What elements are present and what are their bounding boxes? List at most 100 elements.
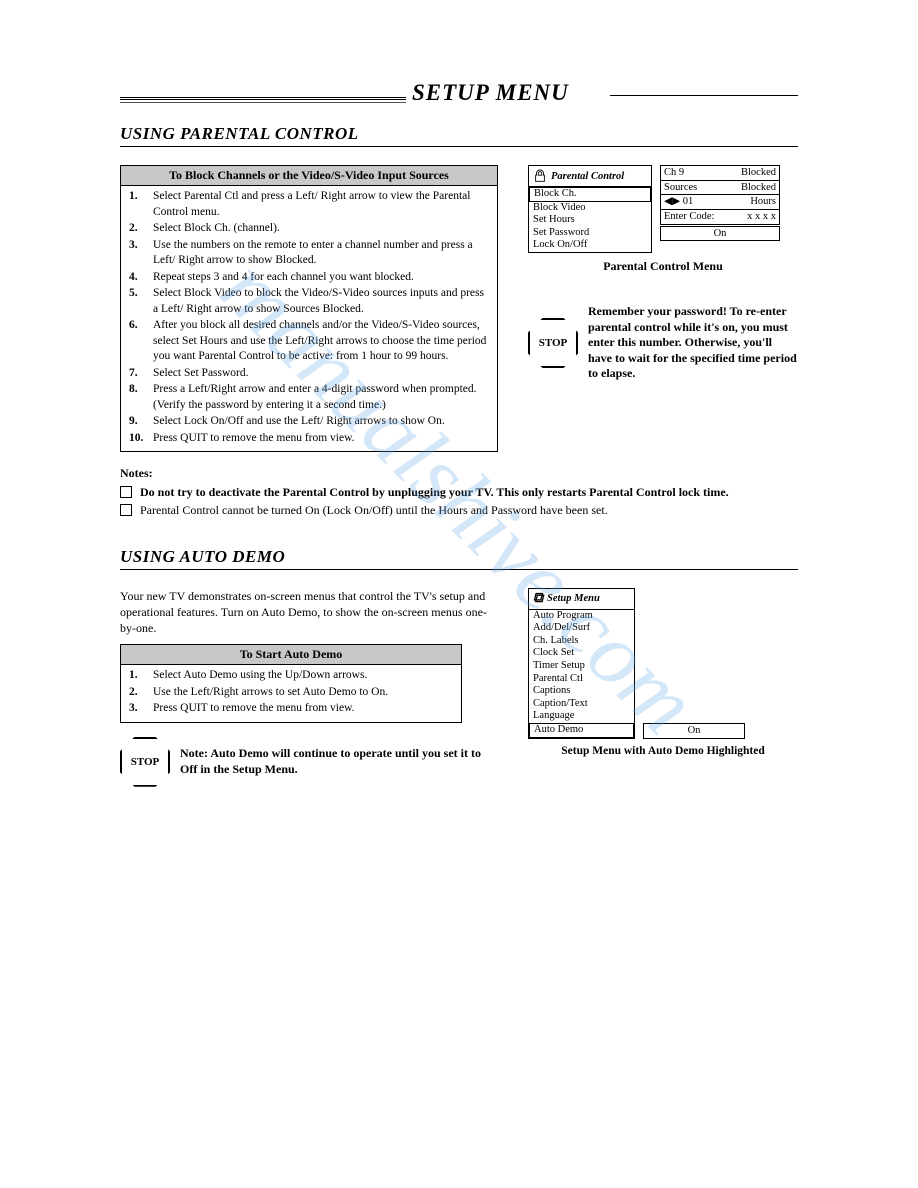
step-number: 10.	[129, 431, 147, 447]
step: 8.Press a Left/Right arrow and enter a 4…	[129, 382, 489, 413]
autodemo-box-title: To Start Auto Demo	[121, 645, 461, 665]
menu-item: Block Ch.	[529, 187, 651, 202]
step: 10. Press QUIT to remove the menu from vi…	[129, 431, 489, 447]
step-text: Select Auto Demo using the Up/Down arrow…	[153, 668, 367, 684]
parental-on-value: On	[660, 226, 780, 242]
value-right: Blocked	[741, 181, 776, 195]
menu-item: Ch. Labels	[529, 635, 634, 648]
autodemo-steps: 1. Select Auto Demo using the Up/Down arr…	[121, 665, 461, 722]
value-row: ◀▶ 01 Hours	[661, 195, 779, 210]
menu-item: Parental Ctl	[529, 673, 634, 686]
step: 6.After you block all desired channels a…	[129, 318, 489, 365]
step-number: 3.	[129, 238, 147, 269]
step-number: 3.	[129, 701, 147, 717]
step-text: Press QUIT to remove the menu from view.	[153, 431, 355, 447]
step: 5.Select Block Video to block the Video/…	[129, 286, 489, 317]
note-text: Parental Control cannot be turned On (Lo…	[140, 502, 608, 518]
parental-value-column: Ch 9Blocked Sources Blocked ◀▶ 01 Hours En…	[660, 165, 780, 241]
autodemo-intro: Your new TV demonstrates on-screen menus…	[120, 588, 498, 637]
step: 1.Select Parental Ctl and press a Left/ …	[129, 189, 489, 220]
step-number: 8.	[129, 382, 147, 413]
step: 1. Select Auto Demo using the Up/Down arr…	[129, 668, 453, 684]
setup-menu-header: ⧉ Setup Menu	[529, 589, 634, 610]
page-title: SETUP MENU	[406, 80, 575, 106]
step: 2. Use the Left/Right arrows to set Auto …	[129, 685, 453, 701]
value-left: Enter Code:	[664, 210, 714, 224]
setup-icon: ⧉	[533, 592, 543, 606]
value-row: Ch 9Blocked	[661, 166, 779, 181]
value-left: Sources	[664, 181, 697, 195]
value-right: Hours	[750, 195, 776, 209]
parental-menu-caption: Parental Control Menu	[528, 259, 798, 274]
bullet-box-icon	[120, 486, 132, 498]
page-header: SETUP MENU	[120, 80, 798, 110]
menu-item: Language	[529, 710, 634, 723]
value-left: ◀▶ 01	[664, 195, 693, 209]
parental-row: To Block Channels or the Video/S-Video I…	[120, 165, 798, 458]
menu-item: Auto Program	[529, 610, 634, 623]
autodemo-stop-text: Note: Auto Demo will continue to operate…	[180, 746, 498, 777]
step-text: Select Lock On/Off and use the Left/ Rig…	[153, 414, 445, 430]
step-text: Select Block Video to block the Video/S-…	[153, 286, 489, 317]
menu-item: Block Video	[529, 202, 651, 215]
setup-menu-panel: ⧉ Setup Menu Auto Program Add/Del/Surf C…	[528, 588, 635, 739]
step-text: After you block all desired channels and…	[153, 318, 489, 365]
parental-values: Ch 9Blocked Sources Blocked ◀▶ 01 Hours En…	[660, 165, 780, 225]
stop-sign-icon: STOP	[528, 318, 578, 368]
step-text: Select Set Password.	[153, 366, 249, 382]
header-rule-left	[120, 97, 406, 103]
menu-item: Lock On/Off	[529, 239, 651, 252]
menu-item: Add/Del/Surf	[529, 622, 634, 635]
step: 9. Select Lock On/Off and use the Left/ R…	[129, 414, 489, 430]
value-row: Sources Blocked	[661, 181, 779, 196]
step: 2.Select Block Ch. (channel).	[129, 221, 489, 237]
step: 3.Use the numbers on the remote to enter…	[129, 238, 489, 269]
menu-item: Set Password	[529, 227, 651, 240]
step-number: 9.	[129, 414, 147, 430]
stop-sign-icon: STOP	[120, 737, 170, 787]
section-heading-parental: USING PARENTAL CONTROL	[120, 124, 798, 147]
parental-menu-panel: Parental Control Block Ch. Block Video S…	[528, 165, 652, 253]
note-line: Do not try to deactivate the Parental Co…	[120, 484, 798, 500]
value-left: Ch 9	[664, 166, 684, 180]
parental-menu-title: Parental Control	[551, 171, 624, 182]
setup-menu-caption: Setup Menu with Auto Demo Highlighted	[528, 745, 798, 757]
notes-heading: Notes:	[120, 466, 798, 481]
step-number: 7.	[129, 366, 147, 382]
parental-menu-header: Parental Control	[529, 166, 651, 187]
step-number: 1.	[129, 189, 147, 220]
document-page: manualshive.com SETUP MENU USING PARENTA…	[0, 0, 918, 827]
block-channels-box: To Block Channels or the Video/S-Video I…	[120, 165, 498, 452]
step-number: 1.	[129, 668, 147, 684]
step-text: Use the Left/Right arrows to set Auto De…	[153, 685, 388, 701]
step-number: 2.	[129, 685, 147, 701]
autodemo-row: Your new TV demonstrates on-screen menus…	[120, 588, 798, 787]
autodemo-on-value: On	[643, 723, 745, 739]
section-heading-autodemo: USING AUTO DEMO	[120, 547, 798, 570]
step: 7. Select Set Password.	[129, 366, 489, 382]
autodemo-stop-row: STOP Note: Auto Demo will continue to op…	[120, 737, 498, 787]
step-number: 2.	[129, 221, 147, 237]
step-text: Repeat steps 3 and 4 for each channel yo…	[153, 270, 414, 286]
menu-item: Captions	[529, 685, 634, 698]
menu-item: Timer Setup	[529, 660, 634, 673]
menu-item: Caption/Text	[529, 698, 634, 711]
step: 4. Repeat steps 3 and 4 for each channel …	[129, 270, 489, 286]
note-line: Parental Control cannot be turned On (Lo…	[120, 502, 798, 518]
autodemo-box: To Start Auto Demo 1. Select Auto Demo us…	[120, 644, 462, 723]
value-row: Enter Code:x x x x	[661, 210, 779, 224]
step-number: 5.	[129, 286, 147, 317]
menu-item: Set Hours	[529, 214, 651, 227]
step-number: 4.	[129, 270, 147, 286]
step-number: 6.	[129, 318, 147, 365]
block-channels-steps: 1.Select Parental Ctl and press a Left/ …	[121, 186, 497, 451]
block-channels-box-title: To Block Channels or the Video/S-Video I…	[121, 166, 497, 186]
menu-item: Clock Set	[529, 647, 634, 660]
step-text: Select Parental Ctl and press a Left/ Ri…	[153, 189, 489, 220]
parental-stop-text: Remember your password! To re-enter pare…	[588, 304, 798, 382]
setup-menu-title: Setup Menu	[547, 593, 600, 604]
lock-icon	[533, 169, 547, 183]
header-rule-right	[610, 95, 798, 96]
step-text: Press a Left/Right arrow and enter a 4-d…	[153, 382, 489, 413]
note-text: Do not try to deactivate the Parental Co…	[140, 484, 729, 500]
